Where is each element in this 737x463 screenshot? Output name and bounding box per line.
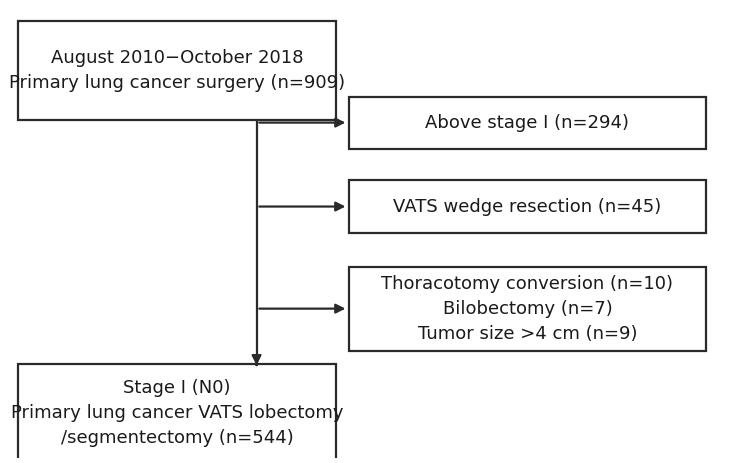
Text: Tumor size >4 cm (n=9): Tumor size >4 cm (n=9) — [418, 325, 638, 343]
Text: August 2010−October 2018: August 2010−October 2018 — [51, 49, 304, 67]
Text: Above stage I (n=294): Above stage I (n=294) — [425, 113, 629, 131]
Text: Thoracotomy conversion (n=10): Thoracotomy conversion (n=10) — [381, 275, 674, 293]
FancyBboxPatch shape — [18, 20, 336, 120]
Text: /segmentectomy (n=544): /segmentectomy (n=544) — [60, 429, 293, 447]
Text: Primary lung cancer surgery (n=909): Primary lung cancer surgery (n=909) — [9, 74, 345, 92]
Text: Stage I (N0): Stage I (N0) — [123, 379, 231, 397]
Text: Bilobectomy (n=7): Bilobectomy (n=7) — [442, 300, 612, 318]
FancyBboxPatch shape — [18, 364, 336, 462]
FancyBboxPatch shape — [349, 267, 706, 350]
FancyBboxPatch shape — [349, 181, 706, 232]
Text: VATS wedge resection (n=45): VATS wedge resection (n=45) — [394, 198, 662, 216]
Text: Primary lung cancer VATS lobectomy: Primary lung cancer VATS lobectomy — [11, 404, 343, 422]
FancyBboxPatch shape — [349, 96, 706, 149]
